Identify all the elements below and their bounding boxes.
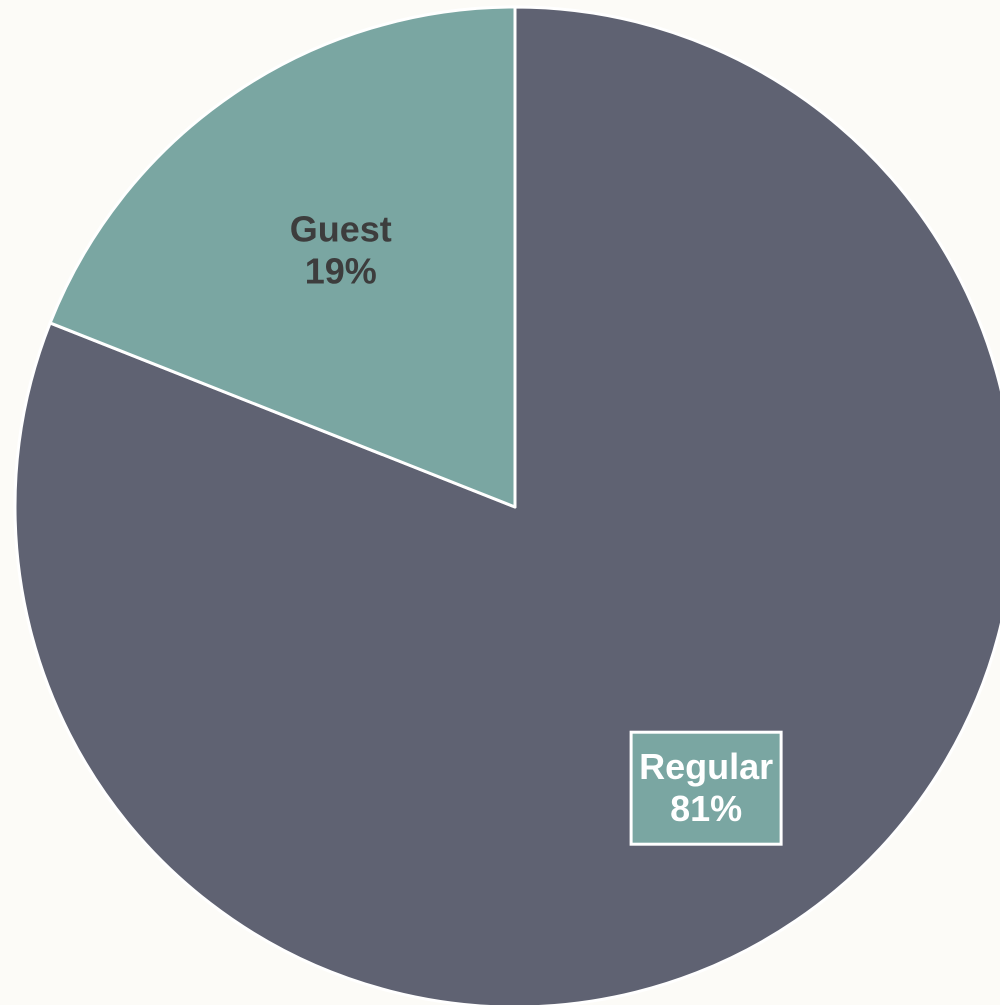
slice-percent-label: 19% [305, 251, 377, 292]
slice-category-label: Guest [290, 209, 392, 250]
data-label-box-regular [629, 730, 783, 846]
pie-slice-guest [48, 5, 517, 509]
slice-category-label: Regular [639, 746, 773, 787]
slice-percent-label: 81% [670, 788, 742, 829]
